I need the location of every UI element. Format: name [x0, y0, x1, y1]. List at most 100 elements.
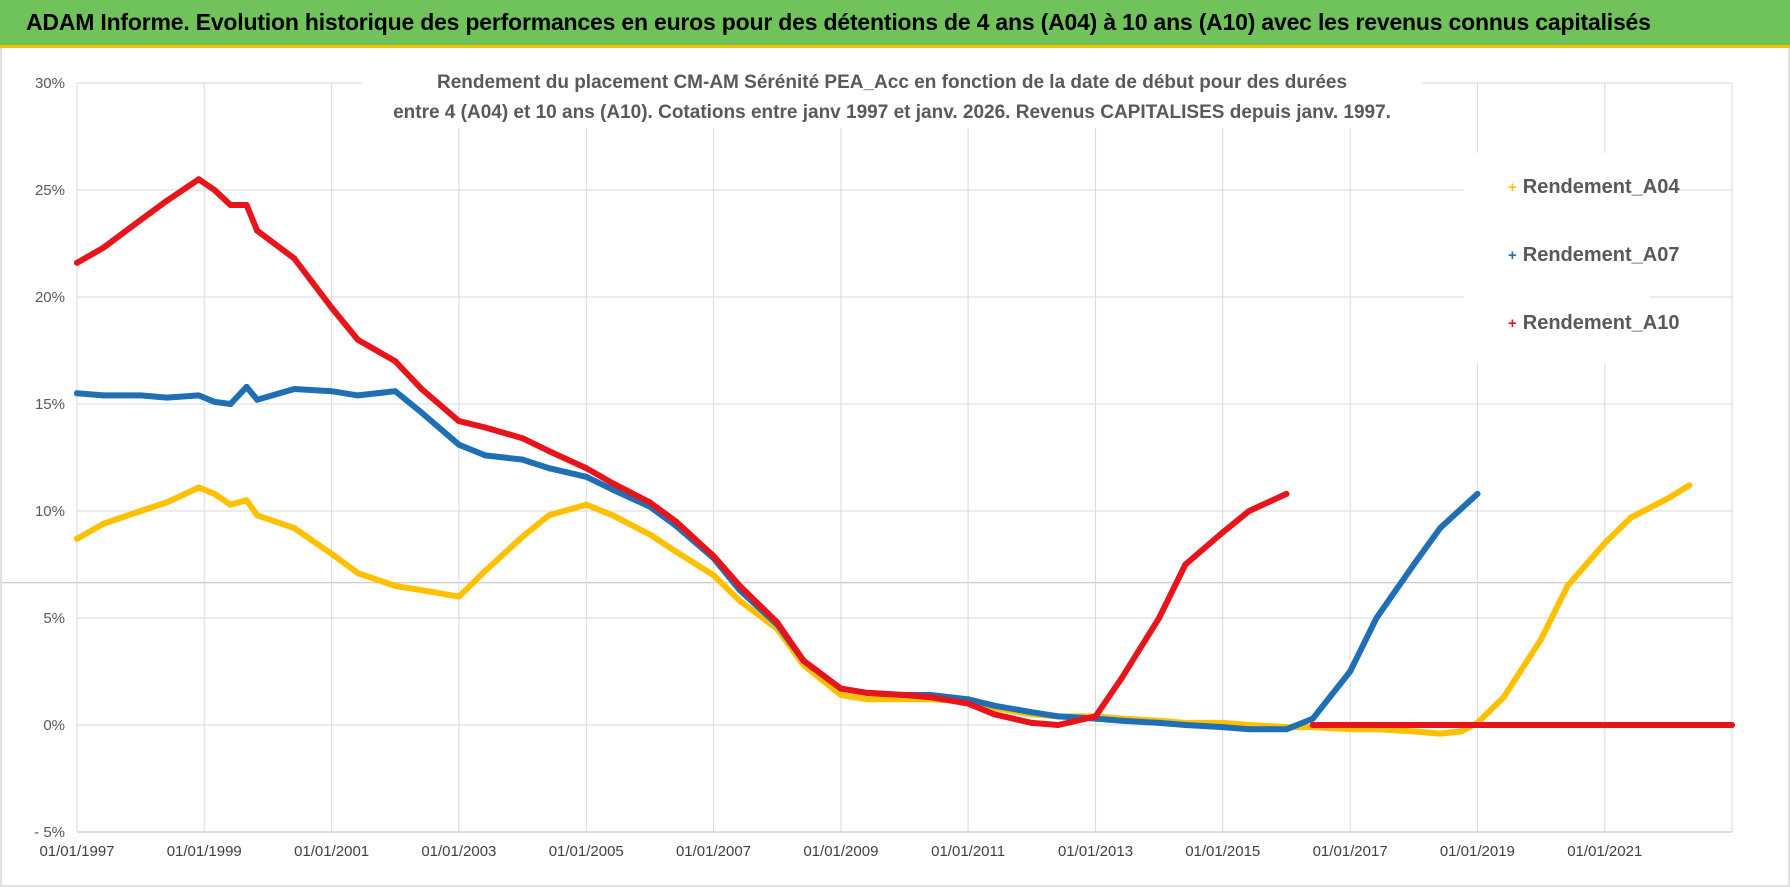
- data-point: [1347, 668, 1354, 675]
- series-layer: [74, 176, 1735, 737]
- data-point: [1538, 722, 1544, 728]
- data-point: [1156, 615, 1163, 621]
- y-tick-label: 0%: [43, 717, 65, 734]
- data-point: [1564, 582, 1571, 589]
- data-point: [965, 700, 972, 707]
- x-tick-label: 01/01/2021: [1567, 843, 1642, 860]
- data-point: [609, 512, 616, 519]
- data-point: [163, 499, 170, 506]
- data-point: [1118, 674, 1125, 681]
- data-point: [583, 473, 590, 480]
- data-point: [1538, 636, 1544, 643]
- data-point: [455, 418, 462, 425]
- series-rendement-a10: [74, 176, 1735, 728]
- data-point: [1500, 694, 1507, 701]
- data-point: [418, 409, 425, 416]
- data-point: [100, 392, 107, 399]
- x-tick-label: 01/01/2001: [294, 843, 369, 860]
- data-point: [74, 259, 80, 266]
- data-point: [991, 711, 998, 718]
- data-point: [864, 696, 871, 703]
- legend-label-a04: Rendement_A04: [1522, 176, 1680, 198]
- data-point: [291, 386, 298, 392]
- data-point: [482, 452, 489, 459]
- data-point: [1283, 726, 1290, 733]
- data-point: [354, 570, 361, 577]
- x-tick-label: 01/01/1997: [39, 843, 114, 860]
- legend-label-a10: Rendement_A10: [1522, 312, 1680, 334]
- data-point: [1219, 529, 1226, 536]
- data-point: [1156, 719, 1163, 726]
- data-point: [137, 508, 144, 514]
- grid-lines: [2, 82, 1733, 833]
- data-point: [392, 358, 399, 365]
- data-point: [1474, 722, 1481, 728]
- data-point: [710, 552, 717, 559]
- data-point: [418, 386, 425, 392]
- series-line: [74, 383, 1481, 733]
- data-point: [1373, 615, 1380, 621]
- data-point: [227, 202, 234, 208]
- y-tick-label: 15%: [35, 396, 65, 413]
- data-point: [774, 619, 781, 626]
- data-point: [1410, 728, 1417, 735]
- chart-title: Rendement du placement CM-AM Sérénité PE…: [362, 68, 1422, 128]
- data-point: [1283, 490, 1290, 497]
- series-line: [74, 176, 1290, 728]
- chart-plot: 30% 25% 20% 15% 10% 5% 0% - 5% 01/01/1997 01/01/1…: [2, 75, 1735, 860]
- axis-ticks: 30% 25% 20% 15% 10% 5% 0% - 5% 01/01/1997 01/01/1…: [34, 75, 1642, 860]
- data-point: [583, 465, 590, 472]
- data-point: [1246, 508, 1253, 514]
- data-point: [519, 456, 526, 463]
- data-point: [673, 548, 680, 555]
- data-point: [519, 533, 526, 540]
- data-point: [546, 448, 552, 455]
- data-point: [1219, 724, 1226, 731]
- data-point: [328, 550, 335, 557]
- data-point: [1028, 709, 1035, 716]
- chart-title-line-1: Rendement du placement CM-AM Sérénité PE…: [436, 72, 1348, 93]
- data-point: [227, 501, 234, 508]
- x-tick-label: 01/01/2003: [421, 843, 496, 860]
- data-point: [1729, 722, 1735, 728]
- data-point: [583, 501, 590, 508]
- data-point: [736, 597, 743, 604]
- data-point: [211, 490, 218, 497]
- data-point: [1118, 717, 1125, 724]
- data-point: [137, 392, 144, 399]
- data-point: [195, 484, 202, 491]
- banner: ADAM Informe. Evolution historique des p…: [0, 0, 1790, 48]
- data-point: [482, 567, 489, 574]
- legend-item-a07: + Rendement_A07: [1508, 244, 1679, 267]
- data-point: [455, 593, 462, 600]
- data-point: [1347, 722, 1354, 728]
- data-point: [609, 480, 616, 487]
- data-point: [74, 390, 80, 397]
- x-tick-label: 01/01/1999: [167, 843, 242, 860]
- data-point: [1601, 540, 1608, 547]
- data-point: [1665, 495, 1672, 502]
- data-point: [864, 689, 871, 696]
- data-point: [291, 525, 298, 532]
- data-point: [991, 702, 998, 709]
- legend-marker-a07-icon: +: [1508, 247, 1517, 264]
- data-point: [418, 587, 425, 594]
- data-point: [1182, 722, 1189, 728]
- data-point: [1182, 561, 1189, 568]
- data-point: [1055, 713, 1062, 720]
- chart-area: 30% 25% 20% 15% 10% 5% 0% - 5% 01/01/1997 01/01/1…: [0, 48, 1790, 887]
- data-point: [1092, 713, 1099, 720]
- y-tick-label: 10%: [35, 503, 65, 520]
- x-tick-label: 01/01/2007: [676, 843, 751, 860]
- data-point: [1309, 722, 1316, 728]
- data-point: [1474, 490, 1481, 497]
- y-tick-label: 20%: [35, 289, 65, 306]
- data-point: [837, 692, 844, 698]
- data-point: [254, 396, 261, 403]
- legend-item-a10: + Rendement_A10: [1508, 312, 1679, 335]
- data-point: [243, 383, 250, 390]
- x-tick-label: 01/01/2015: [1185, 843, 1260, 860]
- x-tick-label: 01/01/2013: [1058, 843, 1133, 860]
- data-point: [901, 692, 908, 698]
- data-point: [163, 394, 170, 401]
